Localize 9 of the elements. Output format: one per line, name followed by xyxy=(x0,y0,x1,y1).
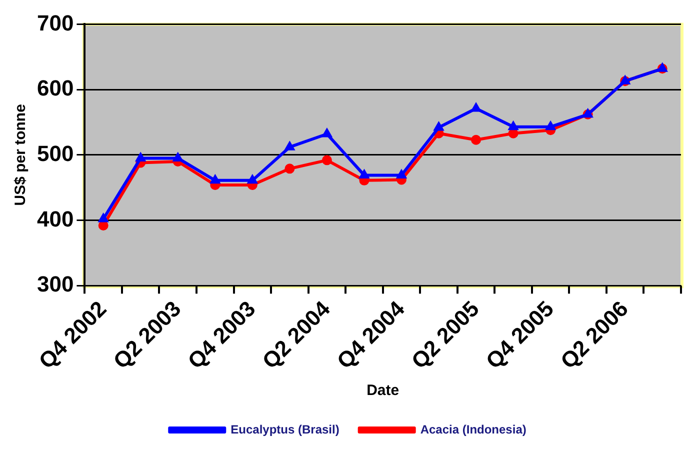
y-tick-label: 400 xyxy=(36,206,74,232)
legend-label: Eucalyptus (Brasil) xyxy=(230,422,340,436)
x-axis-title: Date xyxy=(366,382,400,400)
y-tick-label: 500 xyxy=(36,140,74,166)
y-tick-label: 300 xyxy=(36,272,74,297)
y-tick-label: 700 xyxy=(36,10,74,36)
y-axis-title: US$ per tonne xyxy=(12,104,30,206)
legend-label: Acacia (Indonesia) xyxy=(420,422,526,436)
y-tick-label: 600 xyxy=(36,76,74,101)
